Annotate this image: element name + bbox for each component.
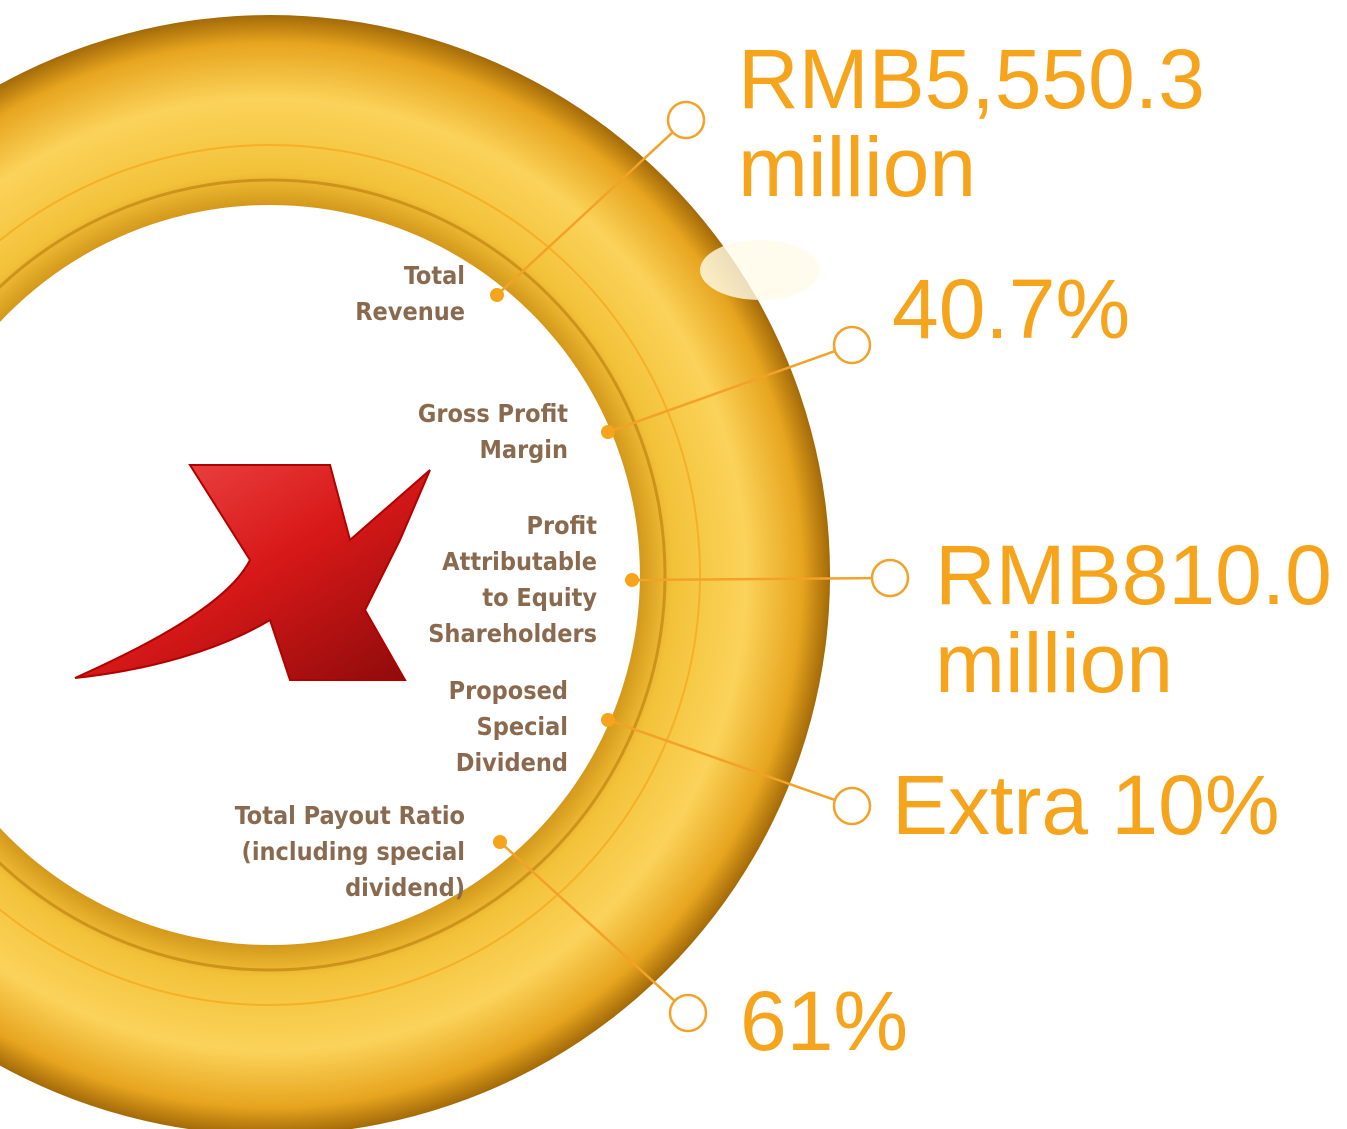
ring-marker [832, 325, 872, 365]
metric-label: Dividend [456, 748, 568, 777]
ring-marker [668, 993, 708, 1033]
metric-value: 61% [740, 974, 908, 1068]
metric-label: (including special [242, 837, 465, 866]
ring-marker [666, 100, 706, 140]
metric-value: Extra 10% [892, 758, 1280, 852]
connector [607, 349, 836, 434]
dot [601, 713, 615, 727]
metric-label: Revenue [355, 297, 465, 326]
dot [493, 835, 507, 849]
metric-value: RMB5,550.3 [738, 32, 1205, 126]
connector [496, 131, 674, 296]
connector [607, 718, 836, 802]
dot [625, 573, 639, 587]
dot [601, 425, 615, 439]
ring [0, 15, 831, 1129]
metric-label: Total [404, 261, 465, 290]
metric-value: million [935, 616, 1173, 710]
metric-label: Special [477, 712, 568, 741]
metric-value: RMB810.0 [935, 528, 1332, 622]
metric-value: 40.7% [892, 262, 1130, 356]
metric-value: million [738, 120, 976, 214]
metric-label: Gross Profit [418, 399, 568, 428]
dot [490, 288, 504, 302]
metric-label: Margin [480, 435, 568, 464]
connector [499, 841, 676, 1002]
connector [631, 576, 873, 582]
metric-label: Profit [527, 511, 598, 540]
logo [74, 464, 431, 681]
metric-label: Attributable [442, 547, 597, 576]
metric-label: Shareholders [428, 619, 597, 648]
metric-label: Total Payout Ratio [235, 801, 465, 830]
metric-label: Proposed [449, 676, 568, 705]
metric-label: dividend) [345, 873, 465, 902]
ring-marker [870, 558, 910, 598]
metric-label: to Equity [482, 583, 597, 612]
ring-marker [832, 786, 872, 826]
